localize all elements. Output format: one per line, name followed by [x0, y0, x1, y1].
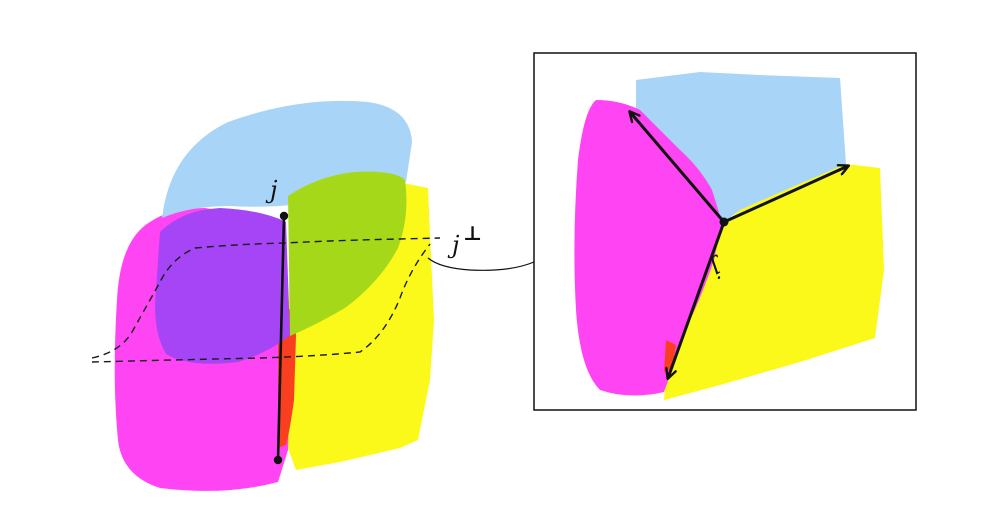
- perp-plane-label: j ⊥: [447, 221, 482, 259]
- vector-up-left: [630, 112, 726, 223]
- inset-red-region: [664, 340, 676, 372]
- connector-line: [427, 257, 535, 271]
- vector-right: [723, 166, 848, 224]
- left-figure: j j ⊥: [91, 100, 482, 491]
- dot-icon: [719, 217, 729, 227]
- vector-down: [668, 221, 726, 378]
- blue-region: [162, 100, 412, 218]
- perp-plane-label-base: j: [447, 231, 460, 259]
- inset-blue-region: [636, 72, 846, 222]
- inset-panel: j: [533, 52, 917, 411]
- purple-region: [155, 208, 290, 364]
- perp-plane-label-sup: ⊥: [463, 221, 482, 245]
- inset-magenta-region: [574, 100, 722, 396]
- inset-yellow-region: [664, 164, 884, 400]
- dot-icon: [279, 211, 289, 221]
- dot-icon: [273, 455, 283, 465]
- perp-plane-outline: [91, 237, 441, 363]
- axis-j-line: [276, 214, 286, 462]
- green-region: [288, 171, 407, 336]
